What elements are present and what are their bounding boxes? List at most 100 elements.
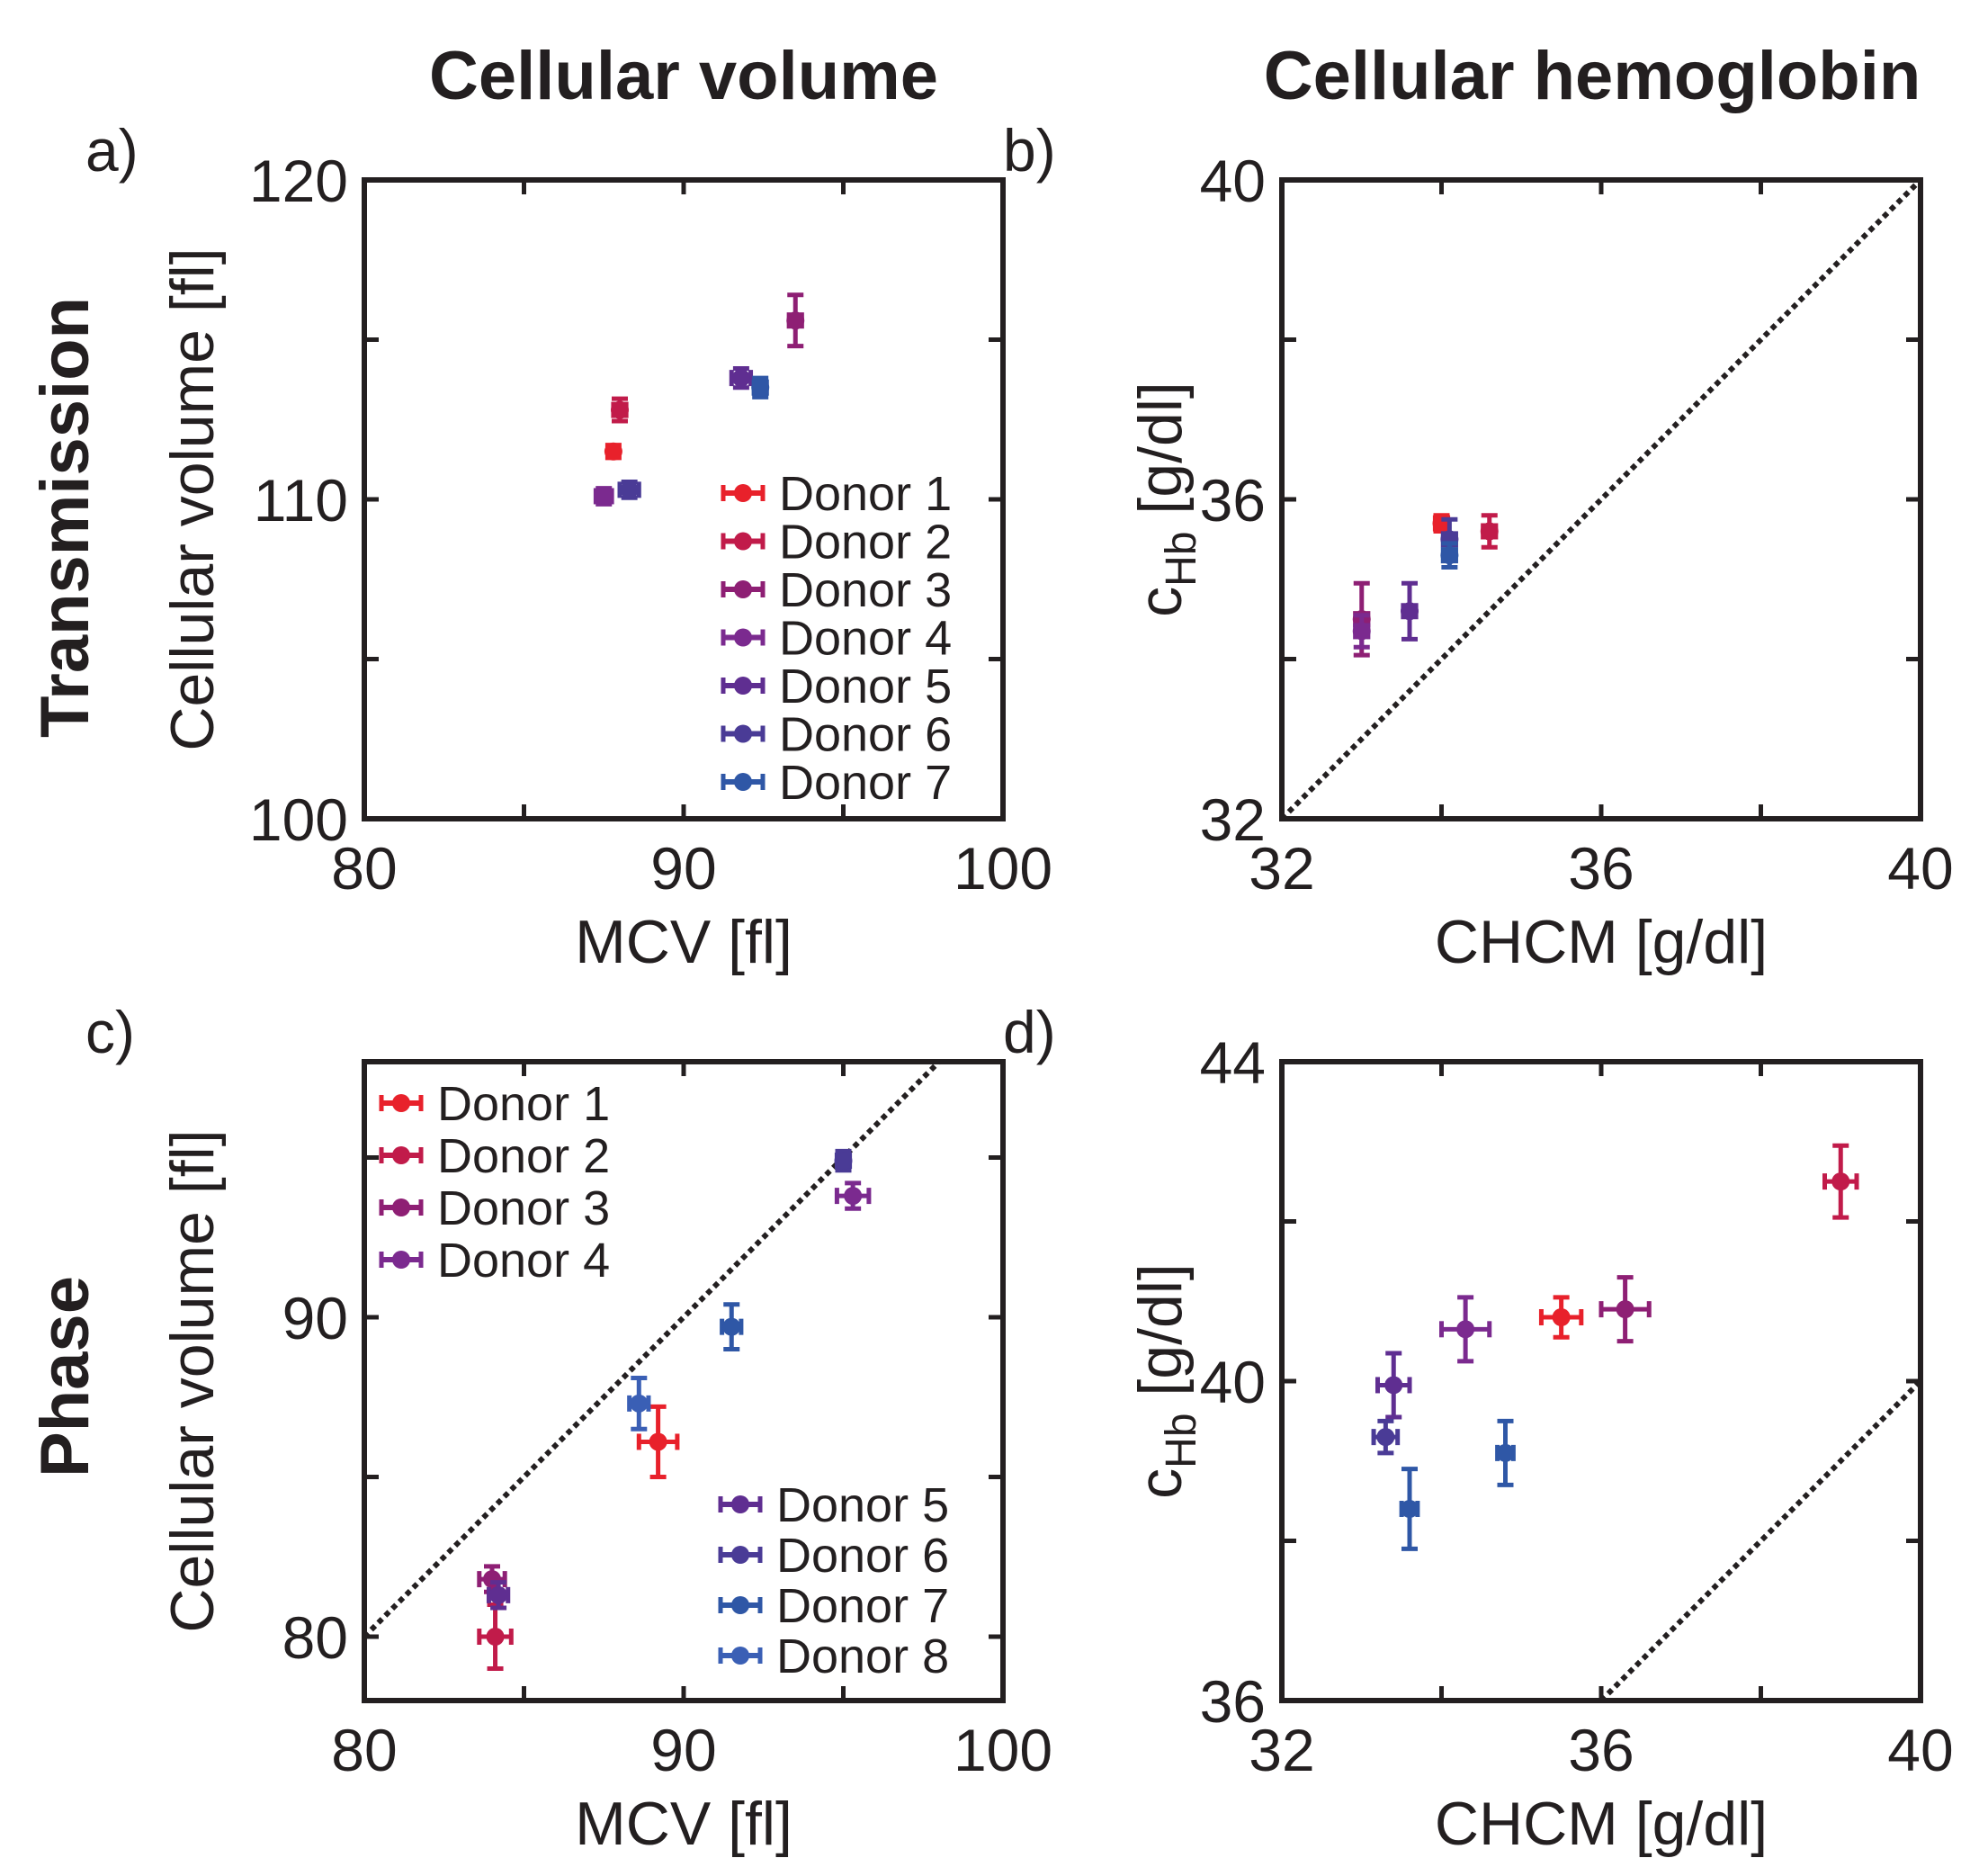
data-point-8 — [1399, 1467, 1420, 1551]
legend-marker — [721, 484, 766, 502]
x-tick-label: 90 — [650, 1717, 716, 1783]
x-tick-label: 40 — [1887, 835, 1953, 902]
y-axis-label: Cellular volume [fl] — [158, 247, 227, 750]
y-tick-label: 90 — [282, 1285, 348, 1351]
point-marker — [486, 1628, 505, 1646]
y-tick-label: 44 — [1200, 1029, 1266, 1096]
data-point-8 — [627, 1375, 651, 1432]
y-axis-label: cHb [g/dl] — [1126, 1263, 1205, 1499]
legend-label: Donor 4 — [779, 612, 952, 666]
point-marker — [751, 378, 770, 397]
point-marker — [722, 1317, 741, 1336]
data-point-5 — [486, 1580, 511, 1611]
legend-marker — [721, 628, 766, 647]
data-point-4 — [1439, 1295, 1492, 1364]
point-marker — [489, 1585, 508, 1604]
x-axis-label: CHCM [g/dl] — [1435, 1790, 1768, 1858]
legend-label: Donor 1 — [437, 1077, 610, 1131]
data-point-6 — [834, 1148, 853, 1173]
x-axis-label: MCV [fl] — [575, 908, 792, 976]
point-marker — [786, 311, 805, 330]
point-marker — [731, 369, 750, 388]
data-point-6 — [1371, 1418, 1401, 1456]
column-title-volume: Cellular volume — [429, 38, 938, 114]
x-tick-label: 36 — [1568, 835, 1634, 902]
panel-c: 80 90 100 80 90 MCV [fl] Cellular volume [fl] c… — [85, 999, 1052, 1858]
legend-marker — [379, 1094, 424, 1112]
data-point-4 — [834, 1180, 872, 1211]
point-marker — [604, 442, 622, 461]
panel-a: 80 90 100 100 110 120 MCV [fl] Cellular volume … — [85, 117, 1052, 976]
legend-marker — [718, 1495, 763, 1513]
y-tick-label: 36 — [1200, 1668, 1266, 1735]
x-tick-label: 32 — [1249, 835, 1314, 902]
point-marker — [1440, 546, 1459, 565]
data-point-1 — [636, 1404, 680, 1479]
legend-label: Donor 3 — [437, 1181, 610, 1235]
x-tick-label: 36 — [1568, 1717, 1634, 1783]
data-point-5 — [1375, 1351, 1412, 1420]
point-marker — [1401, 602, 1419, 621]
legend-label: Donor 6 — [776, 1529, 949, 1583]
plot-frame — [1279, 177, 1923, 821]
panel-label: a) — [85, 117, 139, 184]
legend-marker — [718, 1546, 763, 1564]
y-tick-label: 40 — [1200, 148, 1266, 214]
legend-label: Donor 2 — [437, 1129, 610, 1183]
legend-marker — [379, 1146, 424, 1164]
panel-label: c) — [85, 999, 135, 1065]
point-marker — [834, 1152, 853, 1171]
point-marker — [1552, 1308, 1571, 1326]
point-marker — [844, 1187, 863, 1206]
legend-marker — [718, 1596, 763, 1614]
data-point-6 — [617, 479, 641, 500]
data-point-2 — [477, 1602, 514, 1671]
panels: 80 90 100 100 110 120 MCV [fl] Cellular volume … — [85, 117, 1954, 1858]
x-tick-label: 32 — [1249, 1717, 1314, 1783]
y-tick-label: 40 — [1200, 1349, 1266, 1415]
data-point-3 — [786, 292, 805, 349]
point-marker — [1616, 1300, 1634, 1319]
x-tick-label: 80 — [331, 1717, 397, 1783]
point-marker — [1496, 1443, 1515, 1462]
data-point-2 — [1480, 513, 1499, 550]
y-tick-label: 110 — [254, 467, 348, 534]
x-axis-label: CHCM [g/dl] — [1435, 908, 1768, 976]
data-point-1 — [604, 442, 622, 461]
y-axis-label: Cellular volume [fl] — [158, 1129, 227, 1632]
panel-label: d) — [1003, 999, 1056, 1065]
legend-marker — [721, 677, 766, 695]
data-point-5 — [729, 365, 754, 390]
legend-label: Donor 5 — [779, 660, 952, 714]
legend-label: Donor 4 — [437, 1234, 610, 1288]
legend-label: Donor 6 — [779, 708, 952, 762]
identity-line — [1282, 180, 1921, 819]
legend-label: Donor 8 — [776, 1629, 949, 1683]
legend-marker — [721, 773, 766, 791]
x-tick-label: 80 — [331, 835, 397, 902]
data-point-3 — [1598, 1275, 1652, 1344]
data-point-7 — [720, 1302, 744, 1351]
point-marker — [630, 1394, 649, 1413]
point-marker — [595, 487, 613, 506]
identity-line — [1598, 1378, 1921, 1701]
legend-marker — [379, 1251, 424, 1269]
y-tick-label: 32 — [1200, 786, 1266, 853]
legend-label: Donor 2 — [779, 516, 952, 570]
y-tick-label: 36 — [1200, 467, 1266, 534]
legend-label: Donor 7 — [779, 756, 952, 810]
point-marker — [1384, 1376, 1403, 1395]
panel-b: 32 36 40 32 36 40 CHCM [g/dl] cHb [g/dl] b) — [1003, 117, 1954, 976]
data-point-7 — [751, 375, 770, 399]
point-marker — [1480, 522, 1499, 541]
row-title-transmission: Transmission — [27, 297, 103, 738]
data-point-5 — [1401, 580, 1419, 642]
x-tick-label: 100 — [954, 1717, 1052, 1783]
legend-marker — [721, 724, 766, 743]
x-tick-label: 40 — [1887, 1717, 1953, 1783]
